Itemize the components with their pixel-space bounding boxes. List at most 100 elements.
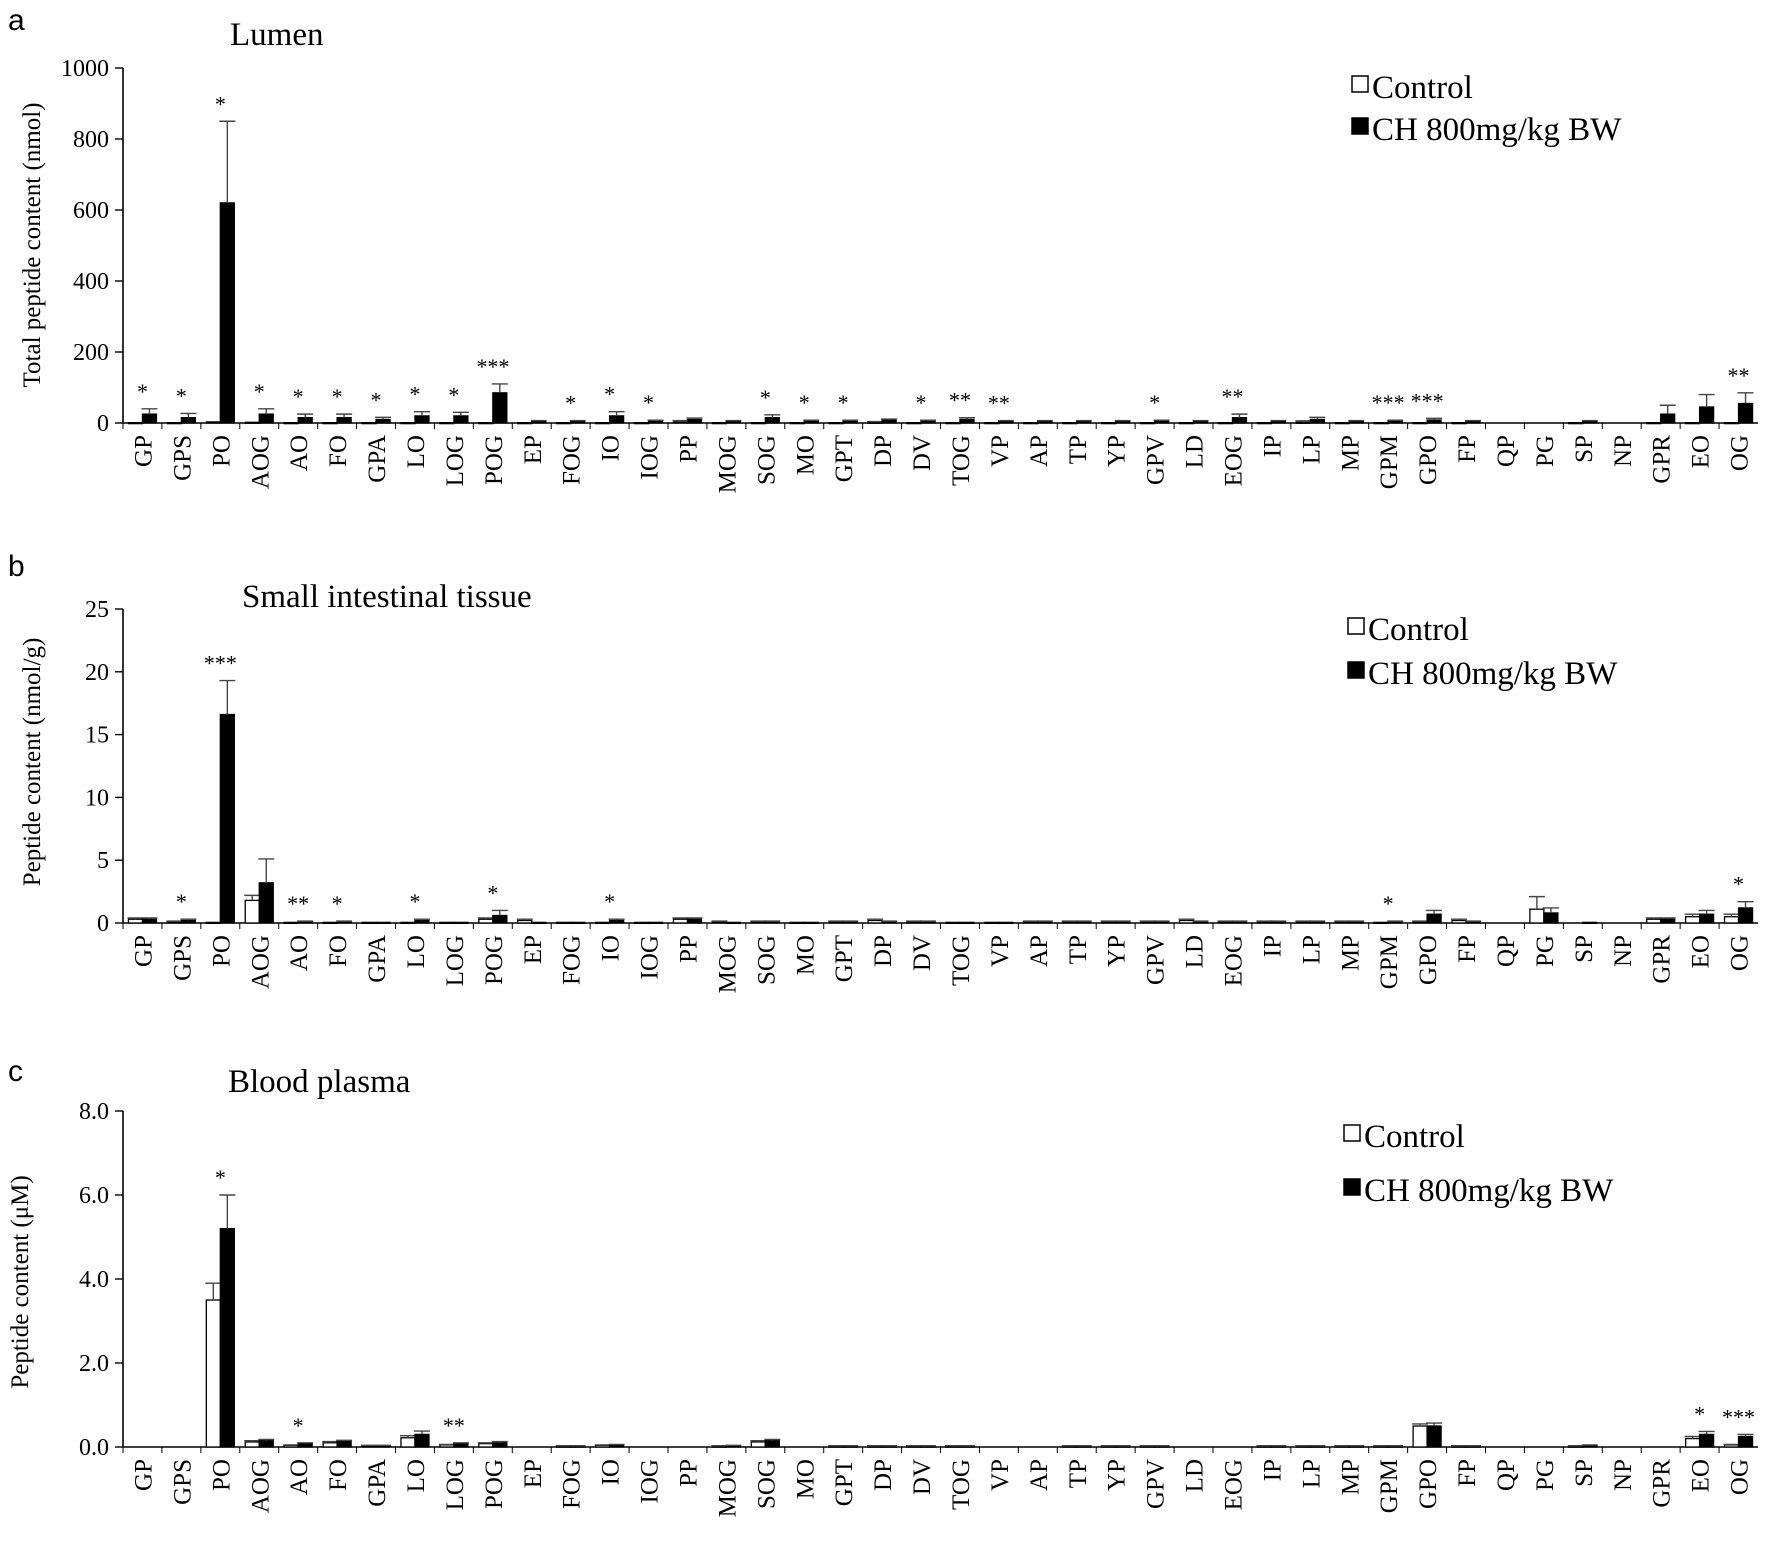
x-tick-label: GPR <box>1649 935 1676 984</box>
significance-marker: * <box>176 383 187 408</box>
legend-swatch-control <box>1347 617 1365 635</box>
bar-ch <box>1192 420 1209 424</box>
panel-letter: a <box>8 4 25 37</box>
x-tick-label: GPS <box>169 435 196 481</box>
bar-control <box>1646 421 1662 425</box>
bar-control <box>1412 1425 1428 1448</box>
x-tick-label: SP <box>1571 1459 1598 1487</box>
x-tick-label: DP <box>870 1459 897 1491</box>
y-tick-label: 6.0 <box>79 1183 109 1209</box>
y-tick-label: 800 <box>73 127 109 153</box>
x-tick-label: AOG <box>247 1459 274 1513</box>
bar-control <box>1334 921 1350 924</box>
bar-ch <box>1426 419 1442 424</box>
x-tick-label: NP <box>1610 435 1637 467</box>
bar-ch <box>725 921 742 925</box>
x-tick-label: LOG <box>442 935 469 986</box>
significance-marker: * <box>176 889 187 914</box>
bar-control <box>439 921 455 925</box>
bar-control <box>867 919 883 924</box>
bar-control <box>1101 421 1117 425</box>
x-tick-label: SP <box>1571 435 1598 463</box>
bar-ch <box>1582 921 1598 925</box>
x-tick-label: QP <box>1493 435 1520 467</box>
x-tick-label: IO <box>598 935 625 961</box>
bar-control <box>439 1444 455 1448</box>
bar-ch <box>608 1444 625 1448</box>
bar-control <box>828 921 844 924</box>
x-tick-label: TOG <box>948 935 975 986</box>
bar-ch <box>998 921 1014 925</box>
x-tick-label: NP <box>1610 935 1637 967</box>
bar-ch <box>764 417 780 424</box>
bar-ch <box>842 921 858 924</box>
significance-marker: * <box>565 391 576 416</box>
x-tick-label: PO <box>208 1459 235 1491</box>
bar-control <box>1062 421 1078 425</box>
significance-marker: * <box>643 390 654 415</box>
x-tick-label: MP <box>1337 435 1364 471</box>
bar-control <box>205 421 221 424</box>
x-tick-label: PO <box>208 435 235 467</box>
y-tick-label: 200 <box>73 340 109 366</box>
x-tick-label: LO <box>403 1459 430 1492</box>
bar-control <box>283 921 299 925</box>
chart-panel-a: a Lumen Total peptide content (nmol) 0 200 40… <box>8 4 1758 493</box>
bar-ch <box>453 1442 469 1448</box>
x-tick-label: LP <box>1298 935 1325 964</box>
x-tick-label: GPS <box>169 935 196 981</box>
x-tick-label: MOG <box>714 935 741 993</box>
bar-control <box>1139 921 1156 924</box>
x-tick-label: LP <box>1298 435 1325 464</box>
x-tick-label: IOG <box>637 935 664 979</box>
bar-ch <box>959 418 975 424</box>
x-tick-label: MO <box>792 435 819 475</box>
bar-control <box>322 921 338 925</box>
bar-ch <box>1270 921 1287 924</box>
x-tick-label: LO <box>403 435 430 468</box>
bar-ch <box>414 919 430 924</box>
y-tick-label: 2.0 <box>79 1351 109 1377</box>
bar-ch <box>1582 420 1598 424</box>
bar-ch <box>180 919 197 924</box>
x-tick-label: LD <box>1182 435 1209 468</box>
bar-control <box>556 421 572 425</box>
bar-ch <box>1076 420 1092 424</box>
bar-ch <box>881 419 897 424</box>
y-axis-label: Total peptide content (nmol) <box>19 103 46 388</box>
bar-control <box>127 918 144 924</box>
bar-ch <box>492 392 508 424</box>
bar-control <box>1023 421 1039 425</box>
x-tick-label: FO <box>325 935 352 967</box>
bar-control <box>633 921 650 925</box>
bar-ch <box>141 918 158 924</box>
x-tick-label: PP <box>675 935 702 963</box>
x-tick-label: TP <box>1065 435 1092 464</box>
bar-ch <box>1737 907 1754 924</box>
bar-ch <box>258 413 274 424</box>
bar-control <box>1412 421 1428 425</box>
x-tick-label: GPR <box>1649 435 1676 484</box>
x-tick-label: GPV <box>1143 1459 1170 1509</box>
bar-ch <box>1698 913 1715 924</box>
bar-ch <box>1231 417 1248 424</box>
bar-control <box>711 921 728 924</box>
x-tick-label: OG <box>1727 435 1754 471</box>
bar-ch <box>1309 921 1325 924</box>
y-tick-label: 8.0 <box>79 1099 109 1125</box>
bar-ch <box>998 420 1014 424</box>
bar-control <box>906 421 922 425</box>
bar-control <box>1178 421 1195 425</box>
legend-swatch-ch <box>1347 661 1365 679</box>
legend-swatch-control <box>1343 1124 1361 1142</box>
y-axis-label: Peptide content (μM) <box>7 1175 34 1388</box>
legend-label-ch: CH 800mg/kg BW <box>1372 112 1622 148</box>
significance-marker: * <box>215 91 226 116</box>
x-tick-label: IP <box>1259 1459 1286 1481</box>
x-tick-label: FOG <box>559 1459 586 1509</box>
bar-ch <box>920 921 936 924</box>
bar-ch <box>492 914 508 924</box>
bar-ch <box>1153 420 1170 424</box>
bar-control <box>984 921 1000 925</box>
bar-ch <box>141 413 158 424</box>
